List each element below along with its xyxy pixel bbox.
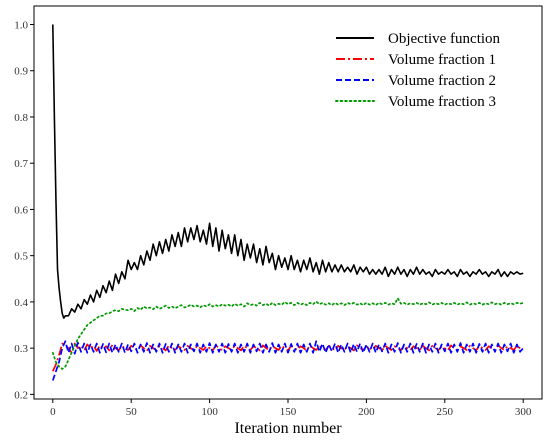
y-tick-label: 1.0 <box>14 19 28 31</box>
x-tick-label: 50 <box>126 406 138 418</box>
x-tick-label: 300 <box>515 406 532 418</box>
y-tick-label: 0.5 <box>14 251 28 263</box>
y-tick-label: 0.2 <box>14 389 28 401</box>
legend-label: Volume fraction 3 <box>388 94 496 110</box>
y-tick-label: 0.3 <box>14 343 28 355</box>
y-tick-label: 0.9 <box>14 66 28 78</box>
x-tick-label: 0 <box>50 406 56 418</box>
series-line-1 <box>52 24 524 319</box>
y-axis-ticks: 0.2 0.3 0.4 0.5 0.6 0.7 0.8 0.9 1.0 <box>14 19 34 401</box>
series-line-4 <box>51 297 525 370</box>
y-tick-label: 0.6 <box>14 204 28 216</box>
series-line-3 <box>52 340 524 381</box>
legend: Objective function Volume fraction 1 Volum… <box>335 31 501 110</box>
legend-label: Volume fraction 1 <box>388 52 496 68</box>
x-tick-label: 200 <box>358 406 375 418</box>
y-tick-label: 0.4 <box>14 297 28 309</box>
x-tick-label: 150 <box>280 406 297 418</box>
legend-label: Objective function <box>388 31 501 47</box>
x-axis-ticks: 0 50 100 150 200 250 300 <box>50 399 532 418</box>
x-axis-label: Iteration number <box>234 420 342 437</box>
legend-label: Volume fraction 2 <box>388 73 496 89</box>
y-tick-label: 0.8 <box>14 112 28 124</box>
x-tick-label: 250 <box>437 406 454 418</box>
x-tick-label: 100 <box>201 406 218 418</box>
series-layer <box>51 24 525 381</box>
y-tick-label: 0.7 <box>14 158 28 170</box>
